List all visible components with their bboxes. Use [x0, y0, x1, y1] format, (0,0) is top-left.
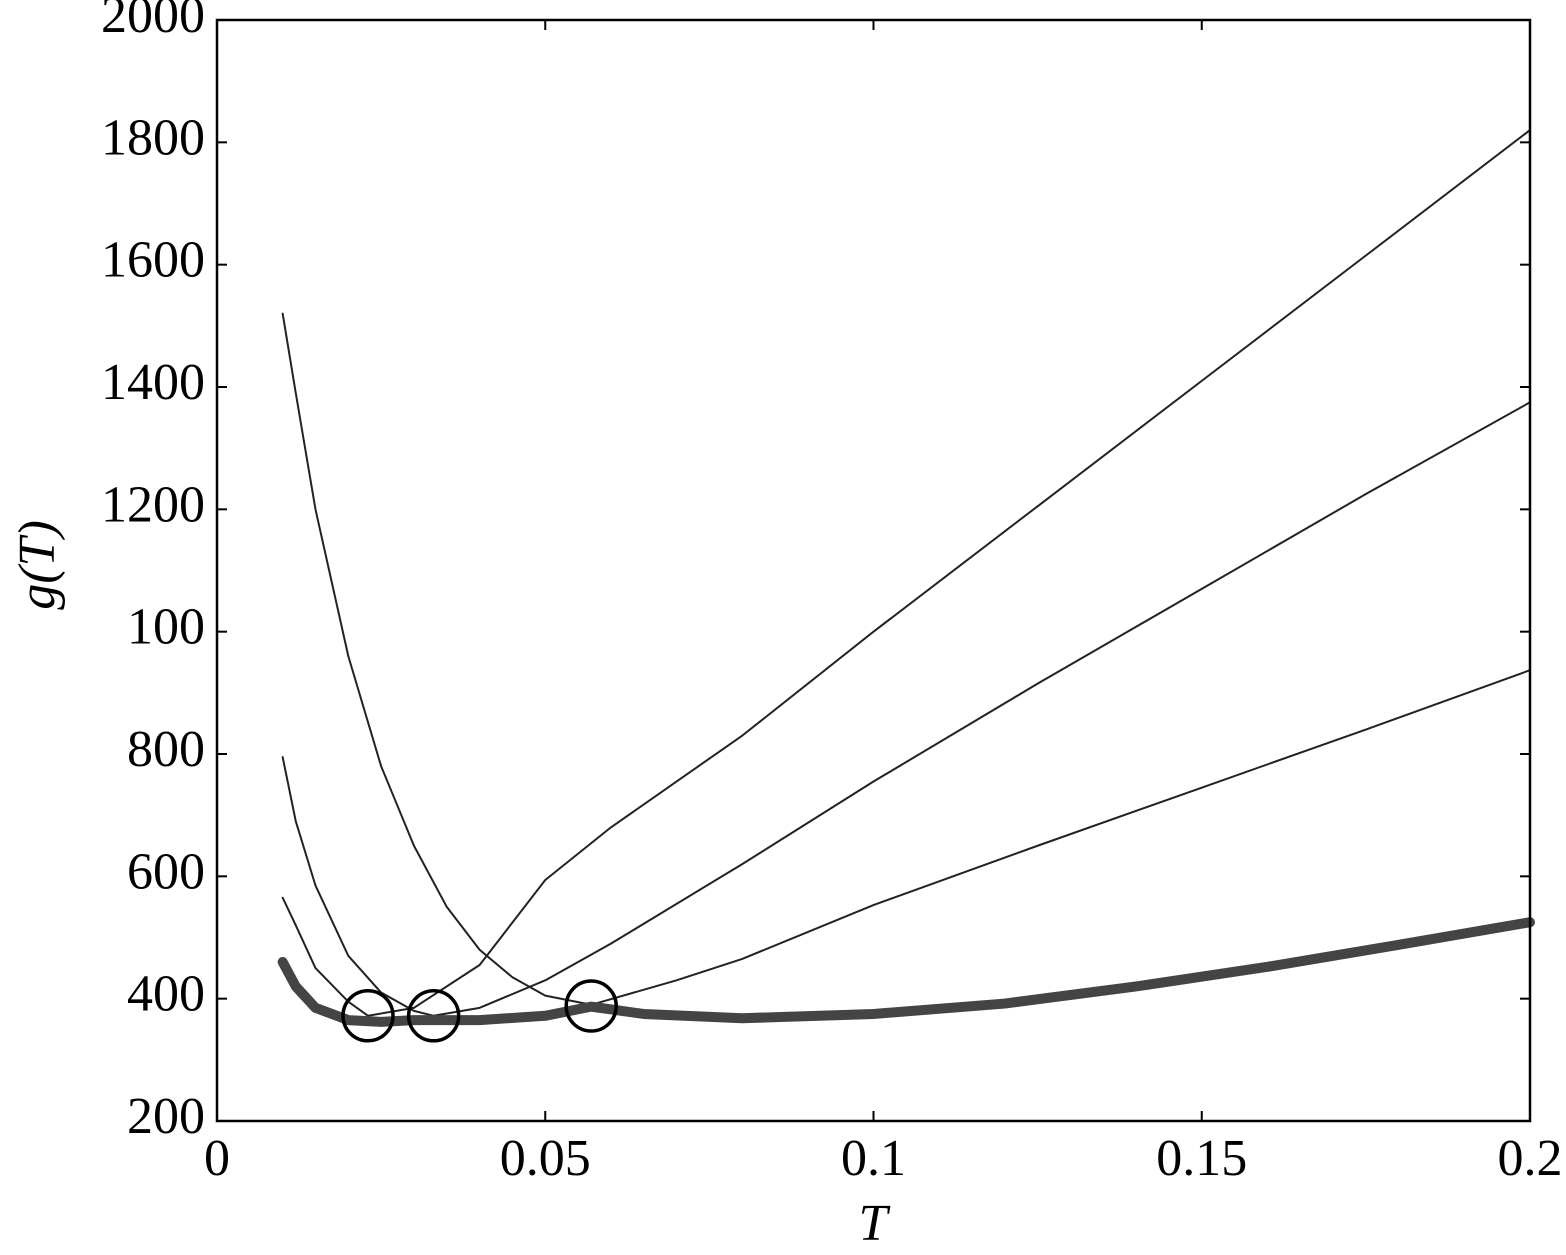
- x-axis-label: T: [859, 1195, 891, 1252]
- x-tick-label: 0: [204, 1130, 230, 1187]
- marker: [406, 989, 461, 1043]
- y-tick-label: 100: [127, 599, 205, 656]
- y-tick-label: 200: [127, 1088, 205, 1145]
- y-tick-label: 1200: [101, 476, 205, 533]
- y-tick-label: 800: [127, 721, 205, 778]
- y-tick-label: 2000: [101, 0, 205, 44]
- series-line: [277, 917, 1535, 1027]
- series-line: [281, 312, 1531, 1006]
- series-line: [281, 129, 1531, 1017]
- plot-frame: [215, 18, 1532, 1123]
- y-tick-label: 1600: [101, 232, 205, 289]
- x-tick-label: 0.15: [1156, 1130, 1247, 1187]
- y-tick-label: 1800: [101, 109, 205, 166]
- x-tick-label: 0.2: [1498, 1130, 1563, 1187]
- marker: [564, 979, 618, 1033]
- x-tick-label: 0.1: [841, 1130, 906, 1187]
- y-tick-label: 400: [127, 966, 205, 1023]
- y-tick-label: 600: [127, 843, 205, 900]
- y-axis-label: g(T): [9, 520, 66, 610]
- x-tick-label: 0.05: [500, 1130, 591, 1187]
- series-line: [281, 401, 1531, 1017]
- y-tick-label: 1400: [101, 354, 205, 411]
- marker: [341, 989, 395, 1043]
